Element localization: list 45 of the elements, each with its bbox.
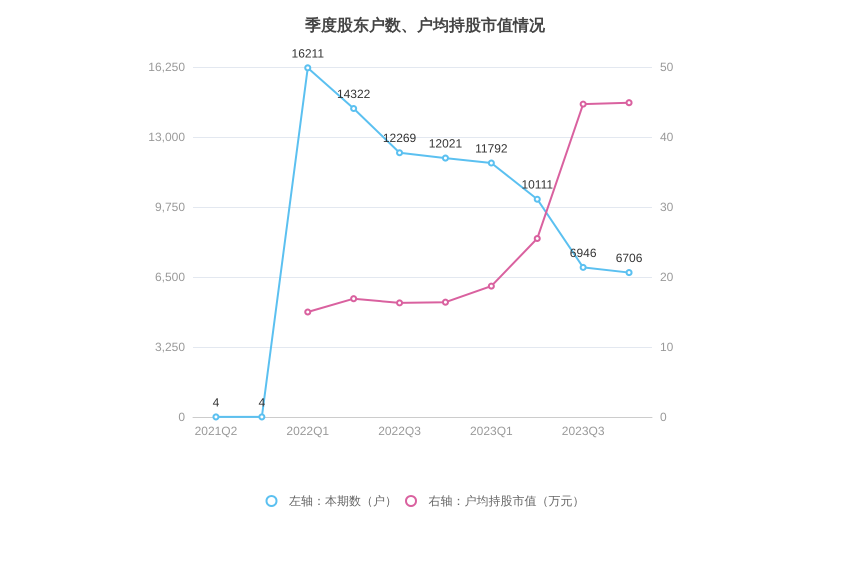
point <box>580 264 587 271</box>
data-label: 10111 <box>521 178 554 192</box>
point <box>626 99 633 106</box>
point <box>350 295 358 302</box>
y-tick-label: 16,250 <box>148 60 186 74</box>
point <box>350 105 358 112</box>
y-tick-label: 9,750 <box>154 200 186 214</box>
legend-label: 右轴：户均持股市值（万元） <box>428 494 584 508</box>
x-tick-label: 2023Q3 <box>562 424 605 438</box>
point <box>580 100 587 108</box>
point <box>488 160 495 167</box>
y-tick-label: 13,000 <box>148 130 186 144</box>
y2-tick-label: 20 <box>660 270 674 284</box>
legend-label: 左轴：本期数（户） <box>289 494 397 508</box>
data-label: 14322 <box>336 87 371 102</box>
data-label: 12021 <box>428 136 462 151</box>
point <box>442 298 449 306</box>
y2-tick-label: 30 <box>660 200 674 214</box>
point <box>626 269 633 276</box>
y2-tick-label: 10 <box>660 340 674 354</box>
data-label: 6706 <box>616 251 643 266</box>
point <box>258 413 266 420</box>
x-tick-label: 2023Q1 <box>470 424 514 438</box>
x-tick-label: 2022Q1 <box>286 424 330 438</box>
y2-tick-label: 40 <box>660 130 674 144</box>
chart-title: 季度股东户数、户均持股市值情况 <box>304 16 546 34</box>
point <box>488 282 495 290</box>
y-tick-label: 3,250 <box>154 340 186 354</box>
y-tick-label: 6,500 <box>154 270 186 284</box>
point <box>534 235 541 242</box>
data-label: 11792 <box>475 142 508 156</box>
point <box>304 308 312 316</box>
y-tick-label: 0 <box>178 410 186 424</box>
point <box>534 196 541 203</box>
x-tick-label: 2022Q3 <box>378 424 422 438</box>
point <box>396 149 404 156</box>
point <box>212 413 220 420</box>
y2-tick-label: 0 <box>660 410 667 424</box>
data-label: 4 <box>212 395 220 410</box>
point <box>396 299 404 306</box>
x-tick-label: 2021Q2 <box>194 424 238 438</box>
point <box>304 64 312 72</box>
data-label: 16211 <box>292 46 324 60</box>
y2-tick-label: 50 <box>660 60 674 74</box>
point <box>442 154 449 162</box>
